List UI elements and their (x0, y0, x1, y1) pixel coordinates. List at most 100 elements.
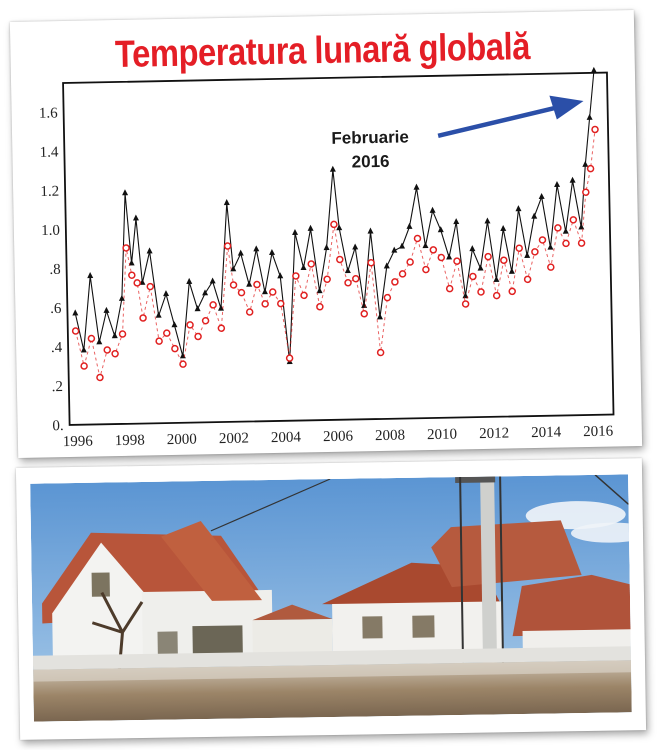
triangle-marker (253, 245, 260, 252)
triangle-marker (118, 294, 125, 301)
x-tick-label: 2016 (583, 424, 614, 441)
triangle-marker (376, 313, 383, 320)
circle-marker (422, 265, 430, 274)
circle-marker (469, 272, 477, 281)
triangle-marker (209, 277, 216, 284)
y-tick-label: .2 (51, 379, 63, 395)
triangle-marker (202, 289, 209, 296)
triangle-marker (96, 338, 103, 345)
triangle-marker (586, 113, 593, 120)
circle-marker (237, 288, 246, 297)
x-tick-label: 2006 (323, 429, 354, 446)
circle-marker (352, 274, 360, 283)
circle-marker (300, 291, 308, 300)
triangle-marker (292, 228, 299, 236)
triangle-marker (578, 223, 585, 230)
triangle-marker (171, 321, 178, 328)
plot-frame (62, 71, 615, 426)
circle-marker (316, 303, 324, 311)
triangle-marker (562, 227, 569, 234)
circle-marker (453, 257, 461, 265)
circle-marker (461, 300, 470, 308)
circle-marker (437, 253, 446, 262)
circle-marker (163, 329, 171, 337)
circle-marker (179, 360, 187, 368)
x-tick-label: 2008 (375, 428, 405, 445)
circle-marker (285, 354, 294, 362)
x-tick-label: 2014 (531, 425, 562, 442)
circle-marker (71, 327, 80, 335)
circle-marker (261, 300, 269, 308)
circle-marker (253, 280, 261, 289)
y-tick-label: 1.2 (40, 184, 59, 200)
triangle-marker (80, 346, 87, 353)
triangle-marker (111, 332, 118, 339)
circle-marker (531, 248, 539, 256)
triangle-marker (186, 277, 193, 284)
circle-marker (562, 239, 570, 248)
triangle-marker (223, 199, 230, 206)
y-tick-label: 0. (52, 418, 64, 434)
circle-marker (586, 164, 595, 173)
y-tick-label: 1.6 (39, 105, 59, 121)
circle-marker (376, 348, 385, 357)
circle-marker (406, 258, 414, 266)
circle-marker (209, 301, 217, 309)
circle-marker (429, 246, 438, 254)
circle-marker (292, 272, 300, 280)
circle-marker (223, 242, 232, 250)
y-tick-label: .8 (49, 262, 61, 278)
circle-marker (217, 324, 226, 332)
circle-marker (323, 275, 331, 284)
triangle-marker (316, 287, 323, 294)
triangle-marker (547, 243, 554, 250)
triangle-marker (237, 249, 244, 256)
triangle-marker (446, 253, 453, 260)
circle-marker (547, 263, 555, 271)
circle-marker (96, 373, 104, 382)
triangle-marker (429, 206, 436, 213)
arrow-head-icon (549, 95, 584, 120)
circle-marker (344, 279, 352, 287)
triangle-marker (391, 246, 398, 253)
triangle-marker (72, 309, 79, 316)
triangle-marker (477, 264, 484, 271)
triangle-marker (246, 280, 253, 287)
x-tick-label: 2004 (271, 430, 302, 447)
circle-marker (500, 256, 508, 264)
circle-marker (186, 321, 194, 329)
circle-marker (268, 288, 277, 296)
circle-marker (569, 216, 578, 224)
triangle-marker (300, 264, 307, 271)
x-tick-label: 2002 (219, 431, 249, 448)
triangle-marker (139, 278, 146, 285)
circle-marker (492, 291, 501, 300)
y-tick-label: 1.0 (41, 223, 60, 239)
y-tick-label: .6 (50, 301, 62, 317)
circle-marker (171, 344, 179, 353)
triangle-marker (367, 227, 374, 234)
triangle-marker (128, 259, 135, 266)
triangle-marker (155, 311, 162, 318)
triangle-marker (422, 242, 429, 249)
circle-marker (577, 239, 586, 247)
triangle-marker (538, 192, 545, 200)
circle-marker (133, 279, 141, 287)
circle-marker (146, 282, 155, 291)
y-tick-label: .4 (51, 340, 63, 356)
triangle-marker (87, 272, 94, 279)
circle-marker (391, 278, 399, 286)
triangle-marker (218, 304, 225, 311)
circle-marker (360, 309, 369, 318)
circle-marker (336, 255, 344, 264)
triangle-marker (531, 212, 538, 219)
annotation-arrow-shaft (437, 105, 558, 139)
triangle-marker (590, 66, 597, 73)
annotation-text: Februarie (331, 127, 409, 147)
triangle-marker (277, 272, 284, 279)
circle-marker (554, 224, 562, 232)
triangle-marker (122, 189, 129, 196)
triangle-marker (352, 243, 359, 250)
triangle-marker (103, 306, 110, 313)
circle-marker (139, 314, 147, 322)
